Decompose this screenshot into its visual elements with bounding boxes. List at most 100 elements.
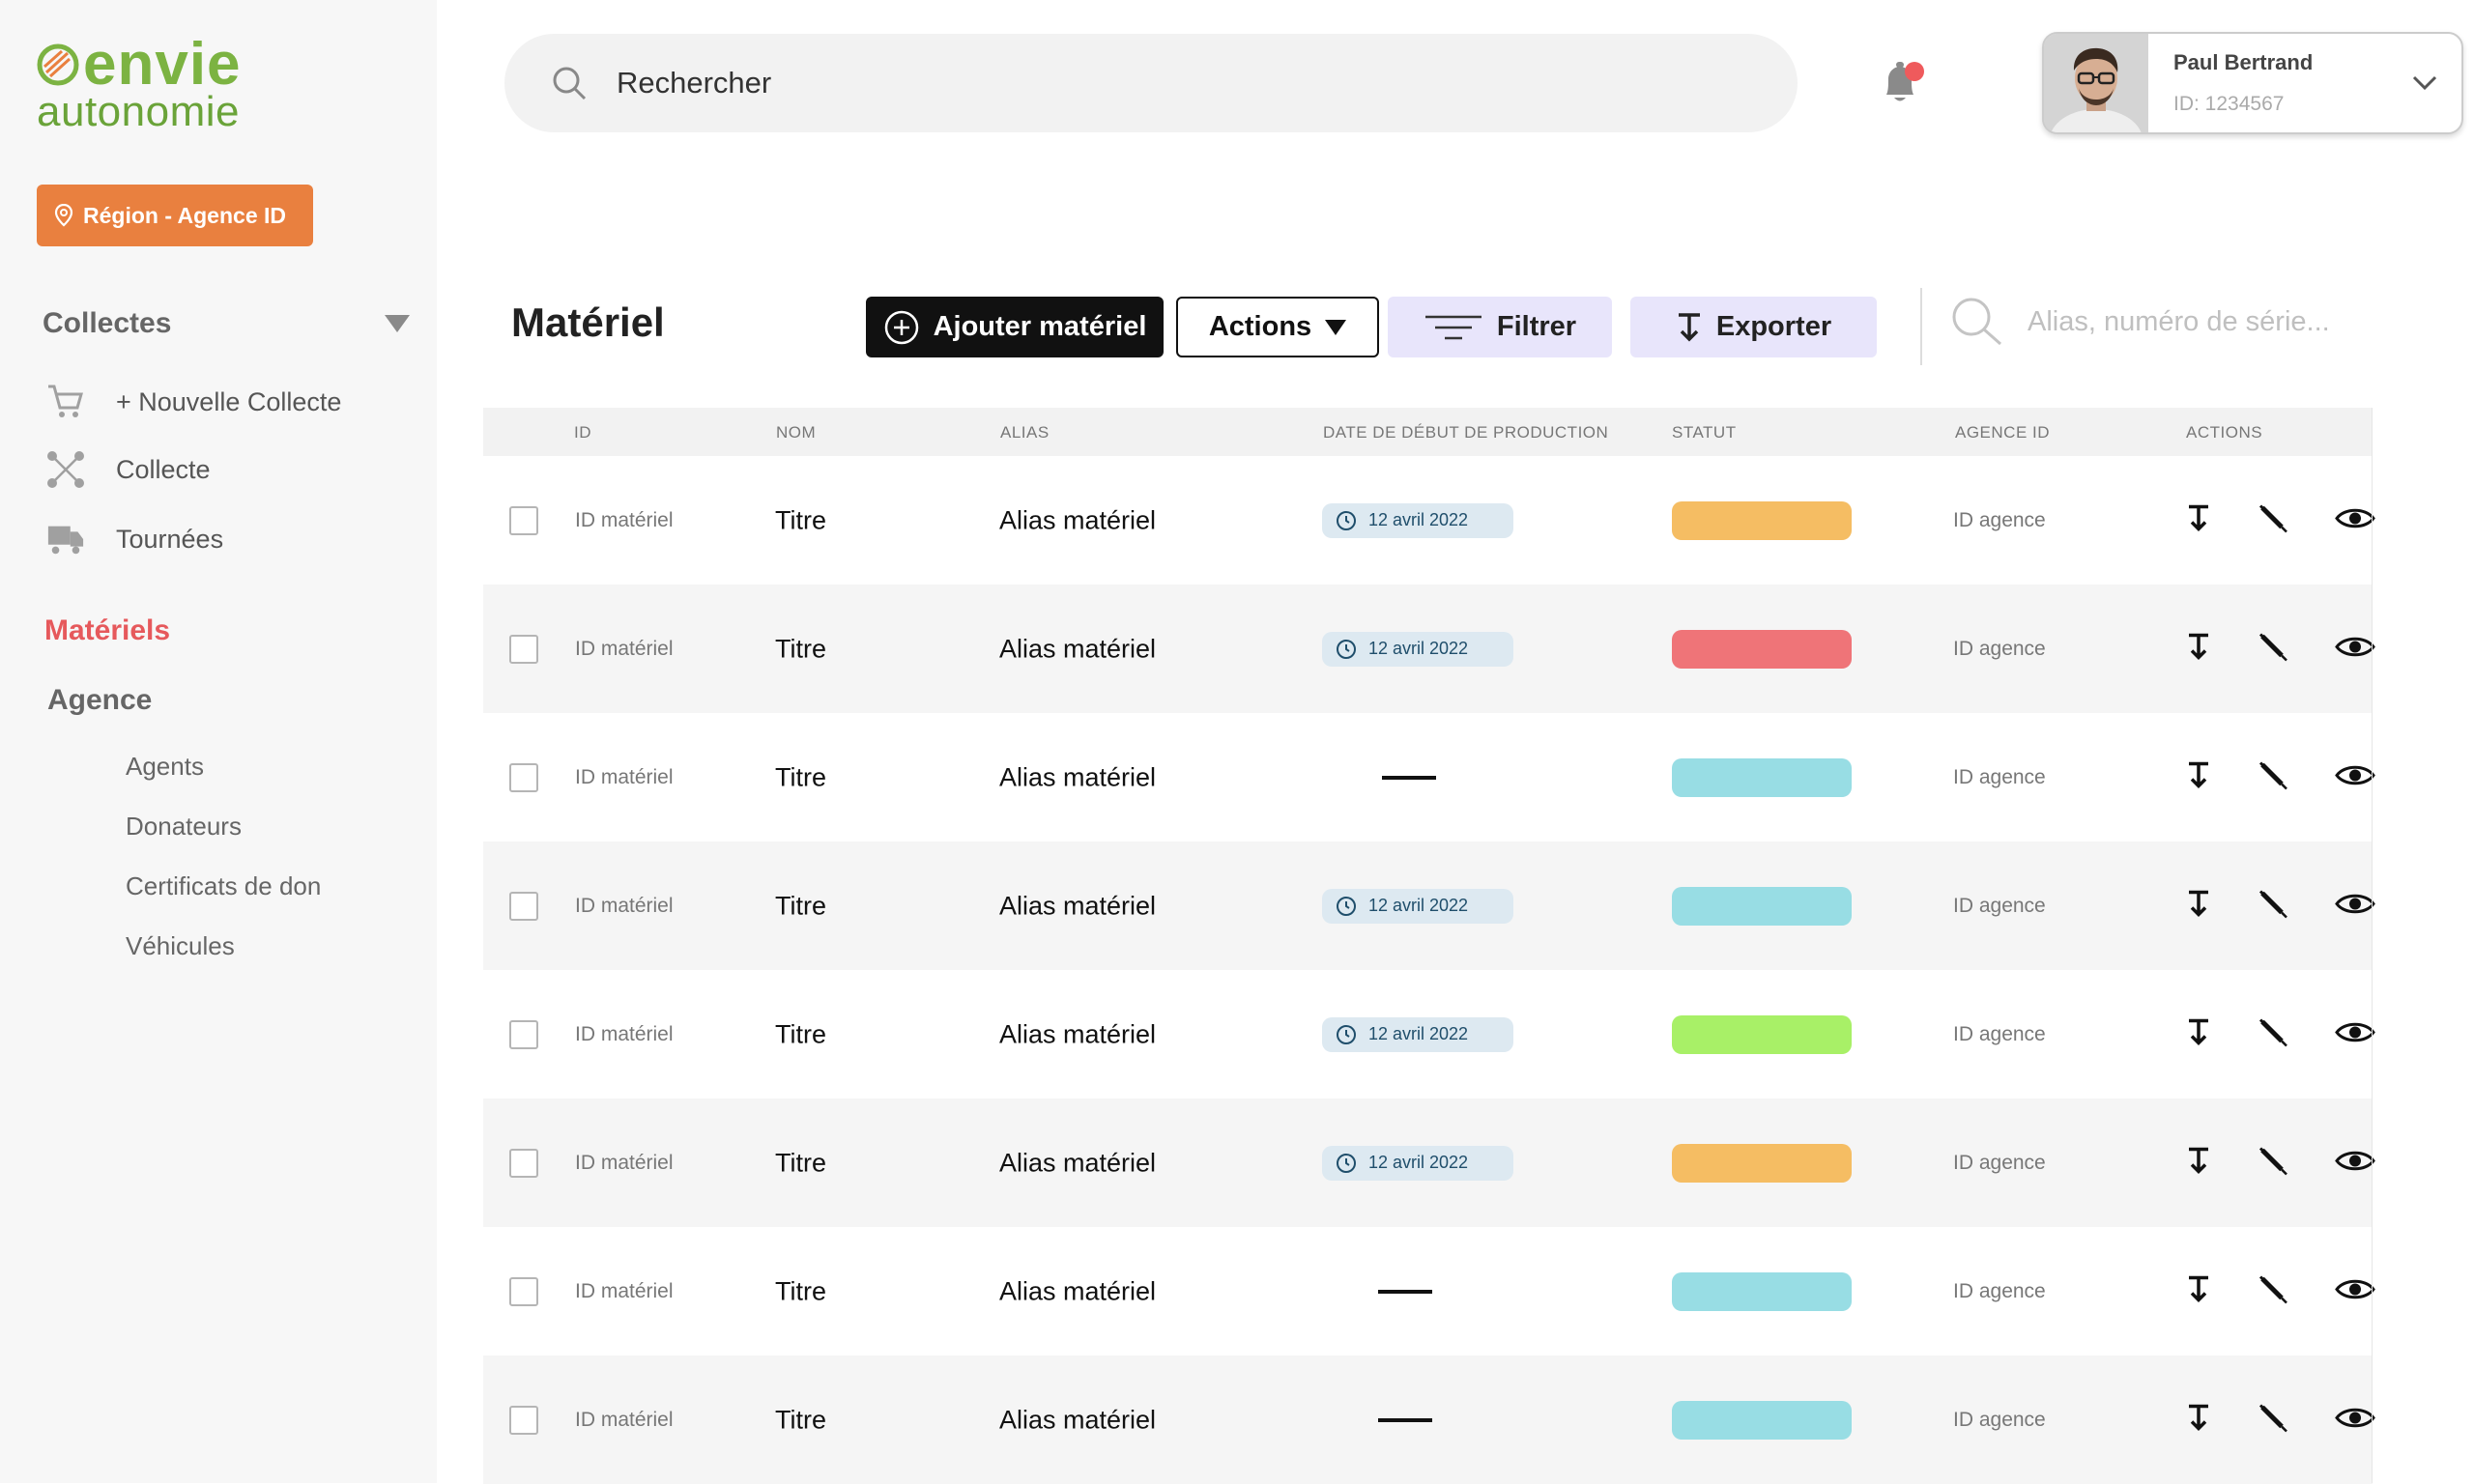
edit-icon[interactable]	[2258, 1016, 2288, 1052]
export-icon[interactable]	[2186, 632, 2211, 666]
row-actions	[2186, 759, 2375, 795]
edit-icon[interactable]	[2258, 888, 2288, 924]
add-materiel-label: Ajouter matériel	[933, 311, 1147, 342]
global-search[interactable]	[504, 34, 1798, 132]
row-checkbox[interactable]	[509, 1405, 538, 1435]
table-row[interactable]: ID matériel Titre Alias matériel 12 avril 2…	[483, 842, 2375, 970]
clock-icon	[1337, 510, 1356, 530]
export-icon[interactable]	[2186, 1017, 2211, 1051]
materiel-id: ID matériel	[575, 1022, 674, 1045]
filter-button[interactable]: Filtrer	[1388, 297, 1612, 357]
materiel-nom: Titre	[775, 1019, 826, 1048]
notifications-button[interactable]	[1875, 56, 1929, 110]
actions-dropdown[interactable]: Actions	[1176, 297, 1379, 357]
column-header-statut[interactable]: STATUT	[1672, 423, 1737, 442]
table-row[interactable]: ID matériel Titre Alias matériel ID agence	[483, 1356, 2375, 1484]
edit-icon[interactable]	[2258, 759, 2288, 795]
export-icon[interactable]	[2186, 1274, 2211, 1308]
edit-icon[interactable]	[2258, 1402, 2288, 1438]
table-row[interactable]: ID matériel Titre Alias matériel 12 avril 2…	[483, 585, 2375, 713]
export-icon[interactable]	[2186, 889, 2211, 923]
materiel-alias: Alias matériel	[999, 1276, 1157, 1305]
view-icon[interactable]	[2335, 891, 2375, 921]
column-header-nom[interactable]: NOM	[776, 423, 817, 442]
table-header: ID NOM ALIAS DATE DE DÉBUT DE PRODUCTION…	[483, 408, 2373, 456]
sidebar-item-materiels[interactable]: Matériels	[44, 614, 171, 646]
materiel-id: ID matériel	[575, 1279, 674, 1302]
row-checkbox[interactable]	[509, 1148, 538, 1178]
row-checkbox[interactable]	[509, 1276, 538, 1306]
export-icon[interactable]	[2186, 760, 2211, 794]
materiel-search-input[interactable]	[2028, 305, 2433, 338]
view-icon[interactable]	[2335, 762, 2375, 792]
production-date: 12 avril 2022	[1368, 1024, 1469, 1043]
row-checkbox[interactable]	[509, 634, 538, 664]
view-icon[interactable]	[2335, 1276, 2375, 1306]
collectes-section-toggle[interactable]: Collectes	[43, 307, 410, 340]
row-checkbox[interactable]	[509, 762, 538, 792]
export-icon[interactable]	[2186, 1146, 2211, 1180]
sidebar-item-certificats[interactable]: Certificats de don	[126, 871, 322, 900]
column-header-agence[interactable]: AGENCE ID	[1955, 423, 2051, 442]
export-icon	[1678, 312, 1700, 341]
export-icon[interactable]	[2186, 1403, 2211, 1437]
agence-id: ID agence	[1953, 1279, 2046, 1302]
column-header-id[interactable]: ID	[574, 423, 591, 442]
sidebar-item-tournees[interactable]: Tournées	[46, 520, 223, 558]
materiel-table: ID NOM ALIAS DATE DE DÉBUT DE PRODUCTION…	[483, 408, 2375, 1484]
export-icon[interactable]	[2186, 503, 2211, 537]
materiel-alias: Alias matériel	[999, 1148, 1157, 1177]
user-menu[interactable]: Paul Bertrand ID: 1234567	[2042, 32, 2463, 134]
row-checkbox[interactable]	[509, 505, 538, 535]
agence-id: ID agence	[1953, 637, 2046, 660]
view-icon[interactable]	[2335, 1405, 2375, 1435]
production-date: 12 avril 2022	[1368, 639, 1469, 658]
sidebar: envie autonomie Région - Agence ID Colle…	[0, 0, 437, 1483]
status-badge	[1672, 1143, 1852, 1183]
edit-icon[interactable]	[2258, 502, 2288, 538]
sidebar-item-collecte[interactable]: Collecte	[46, 450, 211, 489]
clock-icon	[1337, 896, 1356, 916]
view-icon[interactable]	[2335, 634, 2375, 664]
column-header-date[interactable]: DATE DE DÉBUT DE PRODUCTION	[1323, 423, 1609, 442]
collectes-label: Collectes	[43, 307, 172, 339]
table-row[interactable]: ID matériel Titre Alias matériel ID agence	[483, 1227, 2375, 1356]
edit-icon[interactable]	[2258, 631, 2288, 667]
network-icon	[46, 450, 85, 489]
sidebar-item-nouvelle-collecte[interactable]: + Nouvelle Collecte	[46, 383, 341, 421]
view-icon[interactable]	[2335, 505, 2375, 535]
agence-section-label[interactable]: Agence	[47, 684, 153, 716]
global-search-input[interactable]	[617, 66, 1680, 100]
column-header-alias[interactable]: ALIAS	[1000, 423, 1050, 442]
materiel-nom: Titre	[775, 1148, 826, 1177]
table-row[interactable]: ID matériel Titre Alias matériel 12 avril 2…	[483, 456, 2375, 585]
sidebar-item-donateurs[interactable]: Donateurs	[126, 812, 242, 841]
brand-logo[interactable]: envie autonomie	[37, 35, 242, 133]
table-row[interactable]: ID matériel Titre Alias matériel ID agence	[483, 713, 2375, 842]
clock-icon	[1337, 1024, 1356, 1044]
materiel-alias: Alias matériel	[999, 505, 1157, 534]
actions-label: Actions	[1208, 311, 1312, 342]
edit-icon[interactable]	[2258, 1145, 2288, 1181]
view-icon[interactable]	[2335, 1019, 2375, 1049]
sidebar-item-agents[interactable]: Agents	[126, 752, 204, 781]
export-button[interactable]: Exporter	[1630, 297, 1877, 357]
status-badge	[1672, 1014, 1852, 1054]
view-icon[interactable]	[2335, 1148, 2375, 1178]
table-row[interactable]: ID matériel Titre Alias matériel 12 avril 2…	[483, 1099, 2375, 1227]
brand-name-line2: autonomie	[37, 88, 240, 135]
table-row[interactable]: ID matériel Titre Alias matériel 12 avril 2…	[483, 970, 2375, 1099]
materiel-alias: Alias matériel	[999, 634, 1157, 663]
bell-icon	[1886, 62, 1924, 101]
edit-icon[interactable]	[2258, 1273, 2288, 1309]
row-checkbox[interactable]	[509, 891, 538, 921]
materiel-nom: Titre	[775, 505, 826, 534]
region-agency-button[interactable]: Région - Agence ID	[37, 185, 313, 246]
materiel-alias: Alias matériel	[999, 762, 1157, 791]
sidebar-item-vehicules[interactable]: Véhicules	[126, 931, 235, 960]
plus-circle-icon	[884, 310, 918, 344]
add-materiel-button[interactable]: Ajouter matériel	[866, 297, 1164, 357]
row-actions	[2186, 888, 2375, 924]
row-checkbox[interactable]	[509, 1019, 538, 1049]
materiel-search[interactable]	[1948, 296, 2433, 348]
